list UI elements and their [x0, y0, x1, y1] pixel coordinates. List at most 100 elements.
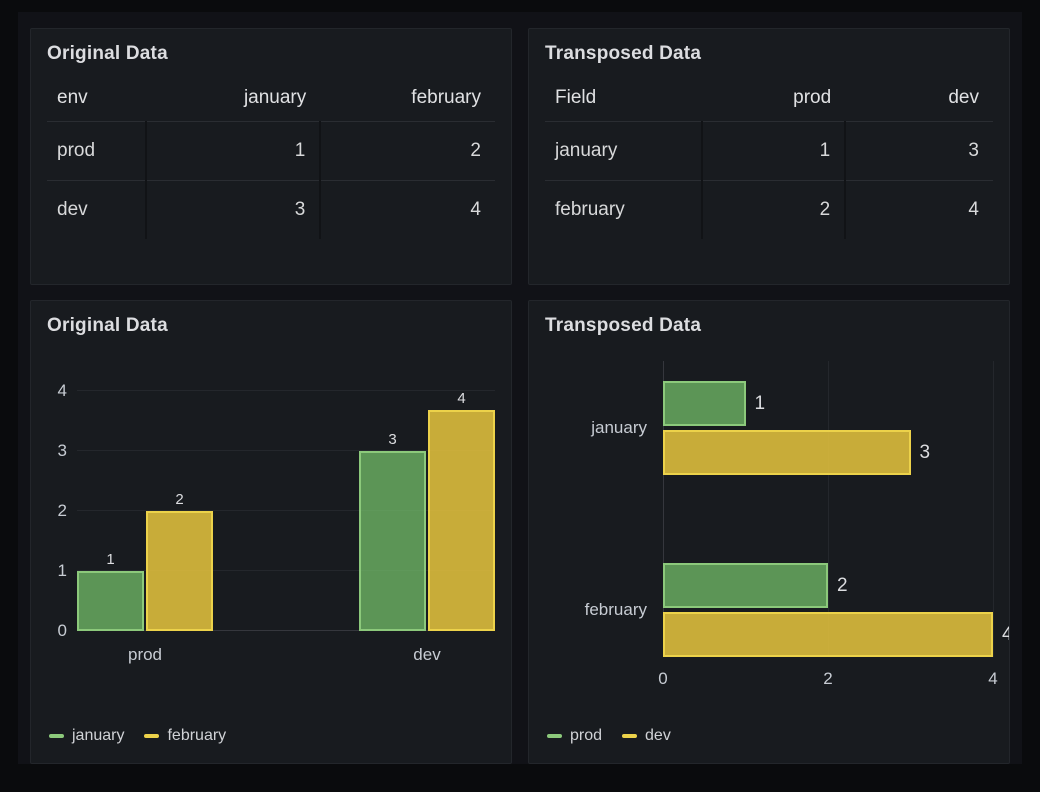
bar-group-february: 24	[663, 563, 1009, 657]
panel-header[interactable]: Transposed Data	[545, 315, 993, 337]
bar-value-label: 1	[754, 392, 766, 414]
panel-transposed-table: Transposed Data Field prod dev january 1 3 feb…	[528, 28, 1010, 285]
legend-swatch	[547, 734, 562, 738]
panel-title: Original Data	[47, 315, 168, 336]
x-tick-label: 4	[988, 669, 998, 688]
gridline	[77, 570, 495, 571]
table-cell: 3	[144, 180, 321, 239]
column-header-Field[interactable]: Field	[555, 87, 597, 108]
bar-row: 2	[663, 563, 993, 608]
legend-swatch	[622, 734, 638, 738]
panel-header[interactable]: Original Data	[47, 315, 495, 337]
column-header-dev[interactable]: dev	[948, 87, 979, 108]
x-category-label-dev: dev	[413, 645, 441, 664]
bar-value-label: 3	[388, 431, 397, 448]
table-header-row: env january february	[47, 77, 495, 122]
dashboard-grid: Original Data env january february prod 1 2 de…	[18, 12, 1022, 764]
panel-title: Transposed Data	[545, 315, 702, 336]
bar-prod-february[interactable]	[663, 563, 828, 608]
bar-february-prod[interactable]	[146, 511, 213, 631]
table-cell: january	[545, 121, 702, 181]
table-row: prod 1 2	[47, 121, 495, 181]
original-data-table: env january february prod 1 2 dev 3 4	[47, 77, 495, 239]
bar-wrap: 4	[428, 391, 495, 631]
hchart-x-labels: 0 2 4	[658, 669, 997, 691]
bar-wrap: 3	[359, 391, 426, 631]
bar-wrap: 1	[77, 391, 144, 631]
bar-row: 1	[663, 381, 993, 426]
panel-title: Transposed Data	[545, 43, 702, 64]
bar-dev-january[interactable]	[663, 430, 911, 475]
table-header-row: Field prod dev	[545, 77, 993, 122]
column-header-prod[interactable]: prod	[793, 87, 832, 108]
gridline	[993, 361, 994, 657]
column-header-february[interactable]: february	[411, 87, 481, 108]
data-table: env january february prod 1 2 dev 3 4	[47, 77, 495, 239]
bar-value-label: 3	[919, 441, 931, 463]
x-category-label-prod: prod	[127, 645, 163, 664]
bar-value-label: 2	[175, 491, 184, 508]
legend-swatch	[49, 734, 64, 738]
legend-label: february	[167, 727, 227, 744]
column-header-env[interactable]: env	[57, 87, 88, 108]
legend-swatch	[144, 734, 160, 738]
bar-february-dev[interactable]	[428, 410, 495, 631]
data-table: Field prod dev january 1 3 february 2 4	[545, 77, 993, 239]
vchart-legend: january february	[47, 721, 495, 749]
bar-january-dev[interactable]	[359, 451, 426, 631]
table-row: january 1 3	[545, 121, 993, 181]
bar-row: 4	[663, 612, 1009, 657]
axis-spacer	[545, 669, 663, 691]
hchart-plot: 1324	[663, 361, 1009, 657]
vchart-x-labels: prod dev	[77, 645, 495, 665]
x-tick-label: 0	[658, 669, 668, 688]
bar-value-label: 4	[457, 390, 466, 407]
bar-value-label: 2	[837, 574, 848, 596]
gridline	[663, 361, 664, 657]
hchart-y-labels: january february	[545, 361, 663, 657]
bar-prod-january[interactable]	[663, 381, 746, 426]
legend-item-dev[interactable]: dev	[622, 727, 671, 745]
x-tick-label: 2	[823, 669, 833, 688]
panel-header[interactable]: Original Data	[47, 43, 495, 65]
table-cell: 2	[319, 121, 495, 181]
table-cell: 4	[319, 180, 495, 239]
column-header-january[interactable]: january	[243, 87, 307, 108]
bar-dev-february[interactable]	[663, 612, 993, 657]
table-cell: 4	[844, 180, 993, 239]
y-category-label-january: january	[591, 418, 647, 437]
hchart-x-axis: 0 2 4	[545, 669, 997, 691]
table-cell: 2	[700, 180, 846, 239]
table-row: february 2 4	[545, 180, 993, 239]
table-cell: 1	[700, 121, 846, 181]
bar-wrap: 2	[146, 391, 213, 631]
legend-item-february[interactable]: february	[144, 727, 226, 745]
legend-label: prod	[570, 727, 603, 744]
table-row: dev 3 4	[47, 180, 495, 239]
legend-item-january[interactable]: january	[49, 727, 124, 745]
table-cell: prod	[47, 121, 146, 181]
panel-title: Original Data	[47, 43, 168, 64]
bar-row: 3	[663, 430, 993, 475]
panel-header[interactable]: Transposed Data	[545, 43, 993, 65]
bar-january-prod[interactable]	[77, 571, 144, 631]
vchart-x-axis: prod dev	[47, 645, 495, 665]
y-tick-label: 2	[57, 501, 67, 520]
legend-label: dev	[645, 727, 671, 744]
gridline	[77, 510, 495, 511]
y-tick-label: 4	[57, 381, 67, 400]
gridline	[77, 450, 495, 451]
table-cell: 3	[844, 121, 993, 181]
legend-item-prod[interactable]: prod	[547, 727, 602, 745]
y-category-label-february: february	[584, 600, 647, 619]
gridline	[77, 630, 495, 631]
y-tick-label: 1	[57, 561, 67, 580]
